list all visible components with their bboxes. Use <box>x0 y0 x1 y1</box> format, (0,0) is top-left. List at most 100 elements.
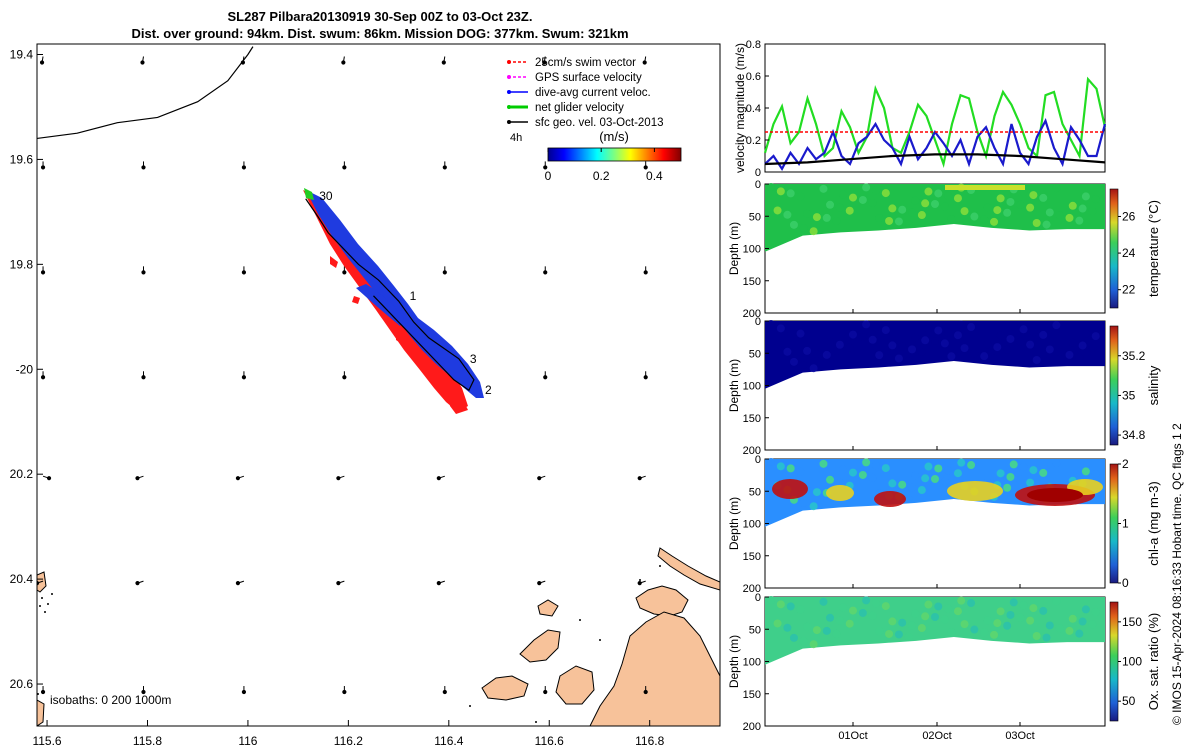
section-texture-dot <box>898 480 907 489</box>
section-texture-dot <box>1032 631 1041 640</box>
section-texture-dot <box>983 340 992 349</box>
track-label-2: 3 <box>470 352 477 366</box>
section-x-tick-label: 02Oct <box>922 730 951 742</box>
section-texture-dot <box>953 469 962 478</box>
section-texture-dot <box>1052 459 1061 468</box>
section-texture-dot <box>868 198 877 207</box>
section-texture-dot <box>767 596 775 604</box>
geo-arrow-head <box>542 60 547 65</box>
section-texture-dot <box>894 354 903 363</box>
section-colorbar-tick-label: 24 <box>1122 246 1136 260</box>
geo-arrow-head <box>637 476 642 481</box>
section-texture-dot <box>940 202 949 211</box>
section-texture-dot <box>947 628 956 637</box>
geo-arrow-head <box>441 60 446 65</box>
section-texture-dot <box>1052 321 1061 330</box>
section-colorbar-tick-label: 2 <box>1122 457 1129 471</box>
section-texture-dot <box>940 477 949 486</box>
geo-arrow-head <box>241 375 247 380</box>
section-ylabel: Depth (m) <box>727 497 741 550</box>
section-texture-dot <box>799 224 808 233</box>
section-colorbar-tick-label: 50 <box>1122 694 1136 708</box>
section-texture-dot <box>1068 201 1077 210</box>
section-texture-dot <box>934 602 943 611</box>
velocity-series-0 <box>763 76 1107 169</box>
section-texture-dot <box>812 350 821 359</box>
section-texture-dot <box>812 488 821 497</box>
geo-arrow-head <box>37 581 40 586</box>
section-texture-dot <box>1075 629 1084 638</box>
section-texture-dot <box>1042 633 1051 642</box>
section-texture-dot <box>1016 200 1025 209</box>
section-texture-dot <box>871 323 880 332</box>
section-texture-dot <box>1091 195 1100 204</box>
map-y-tick-label: -20 <box>16 362 34 376</box>
speed-colorbar-tick-label: 0.4 <box>646 169 663 183</box>
section-y-tick-label: 100 <box>743 657 761 669</box>
section-texture-dot <box>1032 355 1041 364</box>
section-texture-dot <box>944 191 953 200</box>
geo-arrow-head <box>543 689 548 695</box>
geo-arrow-head <box>436 581 441 586</box>
map-y-ticks: 19.4 19.6 19.8 -20 20.2 20.4 20.6 <box>10 47 43 691</box>
geo-arrow-head <box>342 165 347 170</box>
section-colorbar-tick-label: 150 <box>1122 615 1142 629</box>
section-texture-dot <box>796 605 805 614</box>
map-y-tick-label: 19.4 <box>10 47 34 61</box>
section-texture-dot <box>1016 613 1025 622</box>
section-texture-dot <box>819 184 828 193</box>
section-texture-dot <box>862 320 871 329</box>
section-ylabel: Depth (m) <box>727 635 741 688</box>
section-texture-dot <box>796 467 805 476</box>
section-texture-dot <box>1088 620 1097 629</box>
map-y-tick-label: 20.2 <box>10 467 34 481</box>
section-colorbar-tick-label: 1 <box>1122 517 1129 531</box>
section-texture-dot <box>898 205 907 214</box>
section-texture-dot <box>776 600 785 609</box>
section-texture-dot <box>921 336 930 345</box>
section-texture-dot <box>776 187 785 196</box>
section-texture-dot <box>990 354 999 363</box>
section-texture-dot <box>776 324 785 333</box>
section-texture-dot <box>967 461 976 470</box>
section-texture-dot <box>1003 208 1012 217</box>
legend-swatch-head <box>507 120 511 124</box>
map-legend: 25cm/s swim vector GPS surface velocity di… <box>507 57 663 129</box>
section-texture-dot <box>904 357 913 366</box>
section-texture-dot <box>799 637 808 646</box>
section-texture-dot <box>1003 621 1012 630</box>
section-texture-dot <box>921 612 930 621</box>
section-texture-dot <box>849 330 857 339</box>
geo-arrow-head <box>637 581 642 586</box>
section-texture-dot <box>944 328 953 337</box>
map-x-tick-label: 116.4 <box>434 734 463 748</box>
geo-arrow-head <box>537 581 542 586</box>
section-texture-dot <box>796 329 805 338</box>
legend-label: GPS surface velocity <box>535 72 642 84</box>
section-texture-dot <box>1075 353 1084 362</box>
legend-label: sfc geo. vel. 03-Oct-2013 <box>535 117 663 129</box>
section-texture-dot <box>849 468 857 477</box>
section-texture-dot <box>789 357 798 366</box>
section-texture-dot <box>1091 332 1100 341</box>
map-y-tick-label: 20.6 <box>10 677 34 691</box>
section-texture-dot <box>1081 467 1090 476</box>
section-y-tick-label: 100 <box>743 519 761 531</box>
section-ylabel: Depth (m) <box>727 222 741 275</box>
section-texture-dot <box>858 195 867 204</box>
chl-patch <box>772 479 808 499</box>
section-texture-dot <box>822 626 831 635</box>
legend-item-3: net glider velocity <box>507 102 624 114</box>
section-texture-dot <box>990 217 999 226</box>
section-texture-dot <box>885 353 894 362</box>
section-colorbar-tick-label: 0 <box>1122 576 1129 590</box>
section-y-tick-label: 200 <box>743 445 761 457</box>
section-texture-dot <box>1065 213 1074 222</box>
geo-arrow-head <box>40 270 46 275</box>
section-texture-dot <box>911 333 920 342</box>
section-y-tick-label: 50 <box>749 348 761 360</box>
section-texture-dot <box>944 466 953 475</box>
section-texture-dot <box>924 462 933 471</box>
section-texture-dot <box>773 619 782 628</box>
section-colorbar-tick-label: 100 <box>1122 655 1142 669</box>
